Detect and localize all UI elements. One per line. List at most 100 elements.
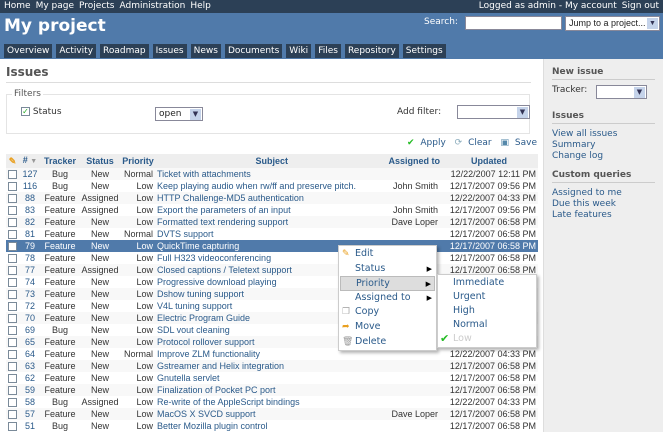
context-menu-copy[interactable]: ❐ Copy (340, 305, 435, 320)
tab-news[interactable]: News (190, 44, 221, 58)
tab-overview[interactable]: Overview (4, 44, 53, 58)
row-checkbox[interactable] (8, 362, 17, 372)
my-account-link[interactable]: My account (564, 1, 617, 11)
col-subject[interactable]: Subject (155, 154, 389, 168)
summary-link[interactable]: Summary (552, 140, 596, 150)
row-checkbox[interactable] (8, 206, 17, 216)
issue-subject-link[interactable]: HTTP Challenge-MD5 authentication (157, 193, 304, 203)
table-row[interactable]: 57 Feature New Low MacOS X SVCD support Dave … (6, 408, 538, 420)
issue-subject-link[interactable]: Ticket with attachments (157, 169, 251, 179)
row-checkbox[interactable] (8, 266, 17, 276)
issue-id-link[interactable]: 62 (24, 373, 35, 383)
issue-id-link[interactable]: 83 (24, 205, 35, 215)
row-checkbox[interactable] (8, 182, 17, 192)
status-checkbox[interactable]: ✓ (21, 107, 30, 116)
menu-my-page[interactable]: My page (35, 1, 75, 11)
menu-administration[interactable]: Administration (119, 1, 186, 11)
row-checkbox[interactable] (8, 350, 17, 360)
priority-option-immediate[interactable]: Immediate (438, 276, 536, 290)
issue-subject-link[interactable]: Re-write of the AppleScript bindings (157, 397, 300, 407)
table-row[interactable]: 58 Bug Assigned Low Re-write of the AppleScr… (6, 396, 538, 408)
issue-id-link[interactable]: 73 (24, 289, 35, 299)
table-row[interactable]: 82 Feature New Low Formatted text rendering … (6, 216, 538, 228)
row-checkbox[interactable] (8, 278, 17, 288)
issue-subject-link[interactable]: Electric Program Guide (157, 313, 251, 323)
table-row[interactable]: 88 Feature Assigned Low HTTP Challenge-MD5 a… (6, 192, 538, 204)
issue-subject-link[interactable]: Formatted text rendering support (157, 217, 289, 227)
issue-id-link[interactable]: 59 (24, 385, 35, 395)
tab-wiki[interactable]: Wiki (286, 44, 312, 58)
issue-subject-link[interactable]: Closed captions / Teletext support (157, 265, 292, 275)
row-checkbox[interactable] (8, 386, 17, 396)
row-checkbox[interactable] (8, 326, 17, 336)
row-checkbox[interactable] (8, 410, 17, 420)
clear-button[interactable]: ⟳ Clear (452, 138, 492, 148)
menu-home[interactable]: Home (4, 1, 31, 11)
issue-subject-link[interactable]: DVTS support (157, 229, 214, 239)
col-tracker[interactable]: Tracker (41, 154, 79, 168)
issue-id-link[interactable]: 79 (24, 241, 35, 251)
issue-subject-link[interactable]: Progressive download playing (157, 277, 277, 287)
issue-subject-link[interactable]: Gnutella servlet (157, 373, 220, 383)
table-row[interactable]: 51 Bug New Low Better Mozilla plugin control… (6, 420, 538, 432)
row-checkbox[interactable] (8, 242, 17, 252)
issue-subject-link[interactable]: MacOS X SVCD support (157, 409, 256, 419)
issue-id-link[interactable]: 116 (22, 181, 38, 191)
pencil-icon[interactable]: ✎ (6, 154, 19, 168)
query-late-features[interactable]: Late features (552, 210, 612, 220)
tracker-select[interactable]: ▼ (596, 85, 647, 99)
tab-issues[interactable]: Issues (152, 44, 187, 58)
issue-id-link[interactable]: 58 (24, 397, 35, 407)
context-menu-move[interactable]: ➦ Move (340, 320, 435, 335)
issue-subject-link[interactable]: Dshow tuning support (157, 289, 245, 299)
issue-id-link[interactable]: 69 (24, 325, 35, 335)
issue-id-link[interactable]: 82 (24, 217, 35, 227)
table-row[interactable]: 78 Feature New Low Full H323 videoconferenci… (6, 252, 538, 264)
table-row[interactable]: 64 Feature New Normal Improve ZLM functional… (6, 348, 538, 360)
row-checkbox[interactable] (8, 374, 17, 384)
issue-subject-link[interactable]: Export the parameters of an input (157, 205, 291, 215)
col-status[interactable]: Status (79, 154, 121, 168)
issue-id-link[interactable]: 65 (24, 337, 35, 347)
row-checkbox[interactable] (8, 230, 17, 240)
row-checkbox[interactable] (8, 338, 17, 348)
context-menu-priority[interactable]: Priority ▶ (340, 276, 435, 291)
priority-option-high[interactable]: High (438, 304, 536, 318)
row-checkbox[interactable] (8, 218, 17, 228)
row-checkbox[interactable] (8, 398, 17, 408)
tab-documents[interactable]: Documents (224, 44, 283, 58)
issue-subject-link[interactable]: V4L tuning support (157, 301, 233, 311)
col-id[interactable]: # ▼ (19, 154, 41, 168)
row-checkbox[interactable] (8, 170, 17, 180)
table-row[interactable]: 127 Bug New Normal Ticket with attachments 12… (6, 168, 538, 180)
issue-subject-link[interactable]: Keep playing audio when rw/ff and preser… (157, 181, 356, 191)
context-menu-delete[interactable]: 🗑 Delete (340, 335, 435, 350)
row-checkbox[interactable] (8, 194, 17, 204)
table-row[interactable]: 63 Feature New Low Gstreamer and Helix integ… (6, 360, 538, 372)
row-checkbox[interactable] (8, 254, 17, 264)
issue-id-link[interactable]: 72 (24, 301, 35, 311)
issue-id-link[interactable]: 64 (24, 349, 35, 359)
table-row[interactable]: 77 Feature Assigned Low Closed captions / Te… (6, 264, 538, 276)
issue-id-link[interactable]: 81 (24, 229, 35, 239)
status-operator-select[interactable]: open ▼ (155, 107, 203, 121)
table-row[interactable]: 59 Feature New Low Finalization of Pocket PC… (6, 384, 538, 396)
context-menu-status[interactable]: Status ▶ (340, 262, 435, 277)
tab-files[interactable]: Files (315, 44, 341, 58)
issue-subject-link[interactable]: SDL vout cleaning (157, 325, 230, 335)
change-log-link[interactable]: Change log (552, 151, 604, 161)
issue-id-link[interactable]: 63 (24, 361, 35, 371)
issue-id-link[interactable]: 127 (22, 169, 38, 179)
table-row[interactable]: 62 Feature New Low Gnutella servlet 12/17/200… (6, 372, 538, 384)
col-assigned[interactable]: Assigned to (388, 154, 440, 168)
context-menu-edit[interactable]: ✎ Edit (340, 247, 435, 262)
tab-roadmap[interactable]: Roadmap (100, 44, 149, 58)
issue-subject-link[interactable]: Full H323 videoconferencing (157, 253, 272, 263)
issue-subject-link[interactable]: Finalization of Pocket PC port (157, 385, 276, 395)
table-row[interactable]: 79 Feature New Low QuickTime capturing 12/17/… (6, 240, 538, 252)
query-due-this-week[interactable]: Due this week (552, 199, 616, 209)
menu-help[interactable]: Help (190, 1, 211, 11)
jump-to-project-select[interactable]: Jump to a project... ▼ (565, 16, 660, 31)
priority-option-urgent[interactable]: Urgent (438, 290, 536, 304)
save-button[interactable]: ▣ Save (498, 138, 537, 148)
